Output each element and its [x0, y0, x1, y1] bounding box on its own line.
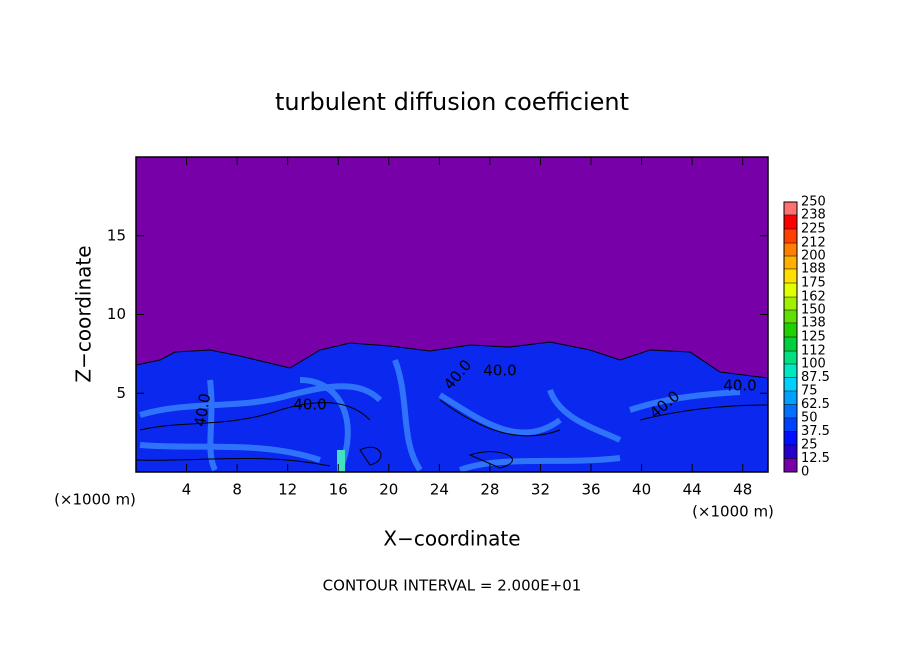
colorbar-label: 12.5: [801, 451, 830, 466]
colorbar-label: 125: [801, 330, 826, 345]
colorbar-label: 62.5: [801, 397, 830, 412]
x-unit-right: (×1000 m): [692, 503, 774, 521]
x-unit-left: (×1000 m): [54, 491, 136, 509]
contour-label: 40.0: [191, 392, 215, 428]
colorbar-label: 87.5: [801, 370, 830, 385]
chart-title: turbulent diffusion coefficient: [275, 88, 629, 116]
contour-label: 40.0: [483, 362, 516, 380]
colorbar-swatch: [784, 458, 797, 472]
colorbar-label: 100: [801, 357, 826, 372]
colorbar-label: 75: [801, 384, 818, 399]
y-tick-label: 15: [107, 226, 126, 244]
x-axis-label: X−coordinate: [383, 527, 520, 551]
y-tick-label: 10: [107, 305, 126, 323]
colorbar-label: 37.5: [801, 424, 830, 439]
contour-interval: CONTOUR INTERVAL = 2.000E+01: [323, 577, 582, 595]
colorbar-label: 212: [801, 236, 826, 251]
colorbar-swatch: [784, 431, 797, 445]
colorbar-label: 175: [801, 276, 826, 291]
colorbar-label: 250: [801, 195, 826, 210]
colorbar-swatch: [784, 214, 797, 229]
colorbar-swatch: [784, 202, 797, 215]
colorbar-label: 200: [801, 249, 826, 264]
streaks: [139, 358, 741, 473]
colorbar-label: 150: [801, 303, 826, 318]
colorbar-swatch: [784, 268, 797, 283]
x-tick-label: 48: [733, 481, 752, 499]
colorbar-label: 188: [801, 261, 826, 276]
field: [135, 157, 769, 473]
colorbar-swatch: [784, 351, 797, 364]
contour-lines: [135, 399, 769, 469]
x-tick-label: 40: [632, 481, 651, 499]
colorbar-label: 225: [801, 222, 826, 237]
colorbar-swatch: [784, 310, 797, 323]
x-tick-label: 12: [278, 481, 297, 499]
colorbar-label: 0: [801, 465, 809, 480]
contour-label: 40.0: [723, 377, 756, 395]
colorbar-swatch: [784, 297, 797, 310]
colorbar-swatch: [784, 229, 797, 244]
colorbar-swatch: [784, 322, 797, 337]
y-axis-label: Z−coordinate: [72, 245, 96, 382]
x-tick-label: 32: [531, 481, 550, 499]
colorbar-label: 50: [801, 411, 818, 426]
x-tick-label: 20: [379, 481, 398, 499]
x-tick-label: 4: [182, 481, 192, 499]
x-tick-label: 24: [430, 481, 449, 499]
x-tick-label: 36: [581, 481, 600, 499]
colorbar-swatch: [784, 445, 797, 459]
colorbar-label: 238: [801, 207, 826, 222]
colorbar-label: 138: [801, 315, 826, 330]
colorbar-swatch: [784, 418, 797, 432]
hot-spot: [337, 450, 345, 472]
x-tick-label: 16: [329, 481, 348, 499]
turbulent-layer: [135, 341, 769, 473]
colorbar-swatch: [784, 243, 797, 256]
colorbar-label: 112: [801, 344, 826, 359]
colorbar-swatch: [784, 283, 797, 298]
colorbar-label: 25: [801, 438, 818, 453]
x-tick-label: 8: [232, 481, 242, 499]
x-tick-label: 44: [683, 481, 702, 499]
colorbar-swatch: [784, 364, 797, 378]
contour-label: 40.0: [293, 396, 326, 414]
colorbar-swatch: [784, 337, 797, 352]
x-tick-label: 28: [480, 481, 499, 499]
colorbar-swatch: [784, 377, 797, 391]
colorbar-label: 162: [801, 290, 826, 305]
y-tick-label: 5: [116, 384, 126, 402]
colorbar-swatch: [784, 256, 797, 269]
colorbar-swatch: [784, 391, 797, 405]
colorbar-swatch: [784, 404, 797, 418]
